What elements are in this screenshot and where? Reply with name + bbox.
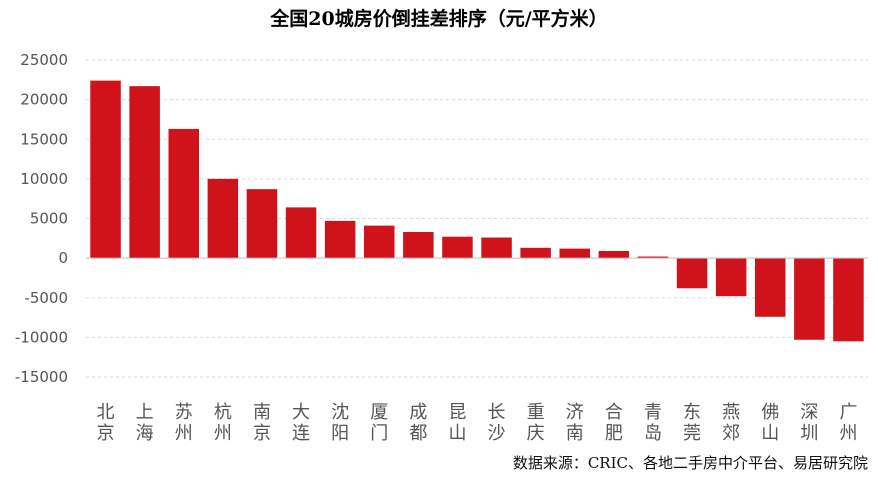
bar-济南 xyxy=(559,248,590,259)
y-tick-label: 25000 xyxy=(20,51,68,69)
bar-深圳 xyxy=(794,258,825,340)
x-tick-label: 杭州 xyxy=(214,402,232,444)
x-tick-label: 深圳 xyxy=(800,402,818,444)
x-tick-label: 合肥 xyxy=(605,402,623,444)
bar-苏州 xyxy=(168,128,199,259)
y-tick-label: 0 xyxy=(58,249,68,267)
x-tick-label: 东莞 xyxy=(683,402,701,444)
x-tick-label: 长沙 xyxy=(488,402,506,444)
bar-沈阳 xyxy=(324,220,356,259)
x-tick-label: 北京 xyxy=(97,402,115,444)
bar-上海 xyxy=(129,86,160,259)
bar-厦门 xyxy=(364,225,395,259)
x-tick-label: 成都 xyxy=(409,402,427,444)
data-source-note: 数据来源：CRIC、各地二手房中介平台、易居研究院 xyxy=(512,454,868,472)
bar-成都 xyxy=(403,231,434,259)
x-tick-label: 青岛 xyxy=(644,402,662,444)
bar-佛山 xyxy=(755,258,786,317)
bar-长沙 xyxy=(481,237,512,259)
x-tick-label: 昆山 xyxy=(448,402,466,444)
bar-北京 xyxy=(90,80,121,259)
y-tick-label: 10000 xyxy=(20,170,68,188)
bar-大连 xyxy=(285,207,317,259)
x-tick-label: 厦门 xyxy=(370,402,388,444)
bar-广州 xyxy=(833,258,864,342)
bar-昆山 xyxy=(442,236,473,259)
x-tick-label: 燕郊 xyxy=(722,402,740,444)
bar-重庆 xyxy=(520,247,551,259)
bar-燕郊 xyxy=(715,258,747,297)
y-tick-label: -5000 xyxy=(24,289,68,307)
x-tick-label: 重庆 xyxy=(527,402,545,444)
x-tick-label: 佛山 xyxy=(761,402,779,444)
x-tick-label: 苏州 xyxy=(175,402,193,444)
x-tick-label: 大连 xyxy=(292,402,310,444)
x-tick-label: 南京 xyxy=(253,402,271,444)
bar-合肥 xyxy=(598,250,630,259)
x-tick-label: 上海 xyxy=(136,402,154,444)
y-tick-label: 15000 xyxy=(20,130,68,148)
x-tick-label: 广州 xyxy=(839,402,857,444)
y-tick-label: -15000 xyxy=(15,368,68,386)
bar-青岛 xyxy=(637,256,669,259)
x-tick-label: 沈阳 xyxy=(331,402,349,444)
chart-title: 全国20城房价倒挂差排序（元/平方米） xyxy=(270,8,608,30)
y-tick-label: -10000 xyxy=(15,328,68,346)
bar-东莞 xyxy=(676,258,708,289)
bar-南京 xyxy=(246,189,278,259)
y-tick-label: 20000 xyxy=(20,91,68,109)
y-tick-label: 5000 xyxy=(30,210,68,228)
bar-杭州 xyxy=(207,178,239,259)
x-tick-label: 济南 xyxy=(566,402,584,444)
